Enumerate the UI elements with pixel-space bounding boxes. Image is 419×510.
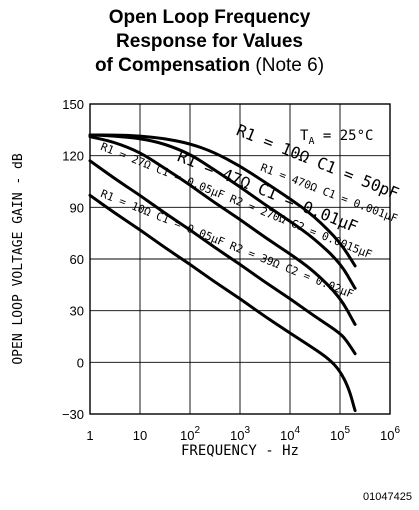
y-tick-label: 30 — [70, 304, 84, 319]
curve-2 — [88, 133, 357, 290]
y-tick-label: 60 — [70, 252, 84, 267]
x-tick-label: 102 — [180, 425, 200, 443]
y-tick-label: 90 — [70, 200, 84, 215]
chart-title-line-3-text: of Compensation — [94, 55, 251, 76]
y-tick-label: −30 — [62, 407, 84, 422]
x-axis-label: FREQUENCY - Hz — [181, 443, 299, 459]
curve-1 — [88, 133, 357, 268]
x-tick-label: 103 — [230, 425, 250, 443]
chart-title: Open Loop Frequency Response for Values … — [0, 6, 419, 78]
chart-title-line-1: Open Loop Frequency — [108, 7, 311, 28]
y-axis-label: OPEN LOOP VOLTAGE GAIN - dB — [11, 153, 26, 364]
curve-3 — [88, 135, 357, 326]
chart-title-line-3: of Compensation (Note 6) — [0, 54, 419, 78]
x-tick-label: 106 — [380, 425, 400, 443]
y-tick-label: 120 — [62, 149, 84, 164]
x-tick-label: 10 — [133, 428, 147, 443]
temperature-annotation-rest: = 25°C — [314, 128, 373, 144]
curves — [88, 133, 357, 413]
curve-4 — [88, 159, 357, 356]
temperature-annotation-sub: A — [308, 136, 314, 147]
plot-frame — [89, 103, 391, 415]
x-tick-label: 1 — [86, 428, 93, 443]
figure-id: 01047425 — [363, 491, 412, 503]
chart-title-line-2: Response for Values — [116, 31, 303, 52]
y-tick-label: 150 — [62, 97, 84, 112]
chart-title-note: (Note 6) — [255, 55, 325, 76]
curve-5 — [88, 193, 357, 413]
temperature-annotation-t: T — [300, 128, 309, 144]
grid — [90, 104, 390, 414]
tick-labels: 1 10 102 103 104 105 106 150 120 90 60 30 0 −30 — [62, 97, 401, 443]
x-tick-label: 105 — [330, 425, 350, 443]
x-tick-label: 104 — [280, 425, 300, 443]
temperature-annotation: TA = 25°C — [300, 128, 373, 147]
y-tick-label: 0 — [77, 355, 84, 370]
